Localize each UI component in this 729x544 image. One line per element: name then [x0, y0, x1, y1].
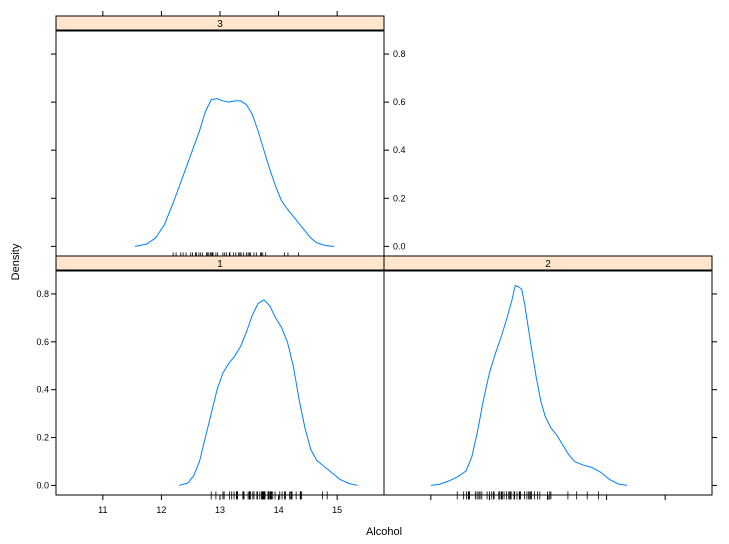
x-tick-label-1: 12	[156, 505, 166, 515]
y-tick-label-3-4: 0.8	[393, 49, 406, 59]
x-tick-label-2: 13	[215, 505, 225, 515]
x-tick-label-0: 11	[98, 505, 107, 515]
strip-label-3: 3	[217, 19, 223, 30]
x-tick-label-4: 15	[332, 505, 342, 515]
y-tick-label-1-2: 0.4	[36, 385, 49, 395]
y-tick-label-1-4: 0.8	[36, 289, 49, 299]
y-axis-label: Density	[10, 243, 22, 280]
y-tick-label-3-2: 0.4	[393, 145, 406, 155]
panels-group: 3 0.0 0.2 0.4 0.6 0.8 1 0.0 0.2 0.4 0.6 0.8 11 12 13 14…	[36, 11, 717, 515]
x-axis-label: Alcohol	[366, 526, 402, 538]
y-tick-label-1-1: 0.2	[36, 433, 49, 443]
panel-2: 2	[383, 255, 717, 500]
strip-2	[383, 255, 713, 272]
density-line-3	[134, 97, 335, 247]
y-tick-label-1-3: 0.6	[36, 337, 49, 347]
y-tick-label-3-3: 0.6	[393, 97, 406, 107]
y-tick-label-3-1: 0.2	[393, 193, 406, 203]
y-tick-label-3-0: 0.0	[393, 241, 406, 251]
x-tick-label-3: 14	[274, 505, 284, 515]
density-line-2	[430, 284, 628, 486]
strip-label-1: 1	[217, 259, 223, 270]
y-tick-label-1-0: 0.0	[36, 480, 49, 490]
density-line-1	[178, 299, 358, 486]
strip-label-2: 2	[545, 259, 551, 270]
